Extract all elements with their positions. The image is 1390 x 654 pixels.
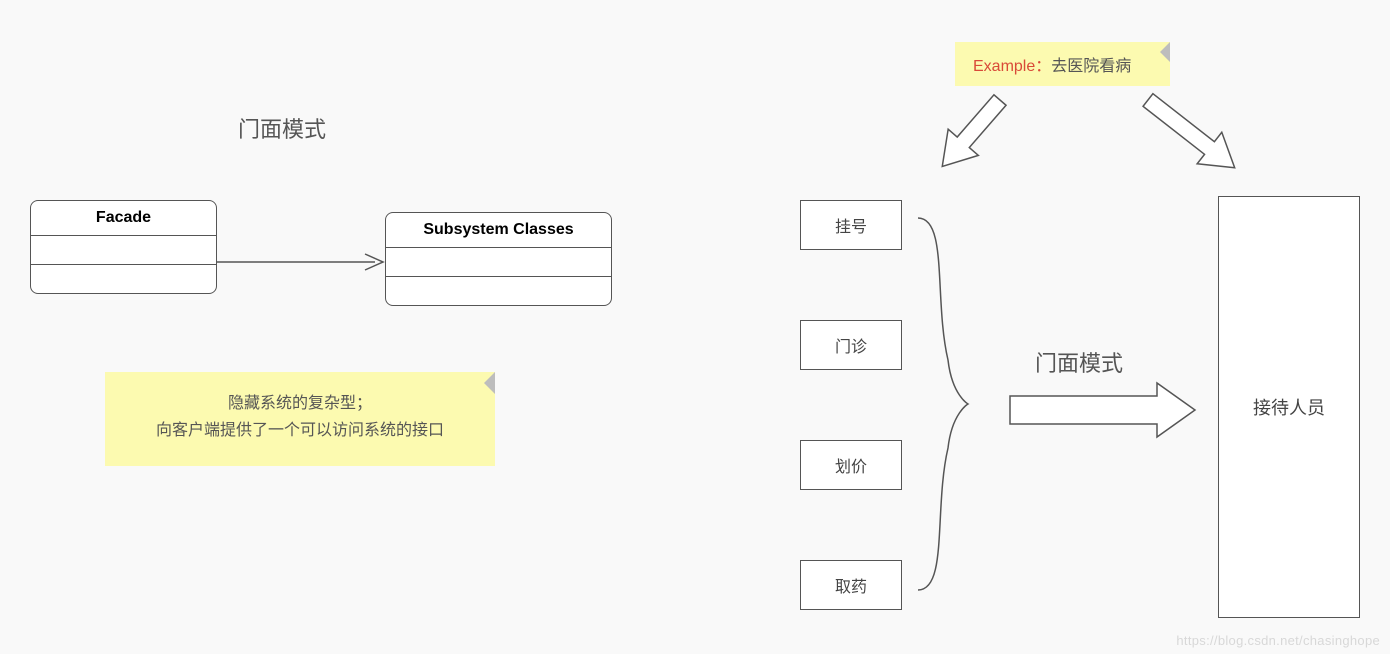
watermark-text: https://blog.csdn.net/chasinghope — [1176, 633, 1380, 648]
receptionist-box: 接待人员 — [1218, 196, 1360, 618]
receptionist-label: 接待人员 — [1253, 394, 1325, 420]
hollow-arrow-right — [0, 0, 1390, 654]
